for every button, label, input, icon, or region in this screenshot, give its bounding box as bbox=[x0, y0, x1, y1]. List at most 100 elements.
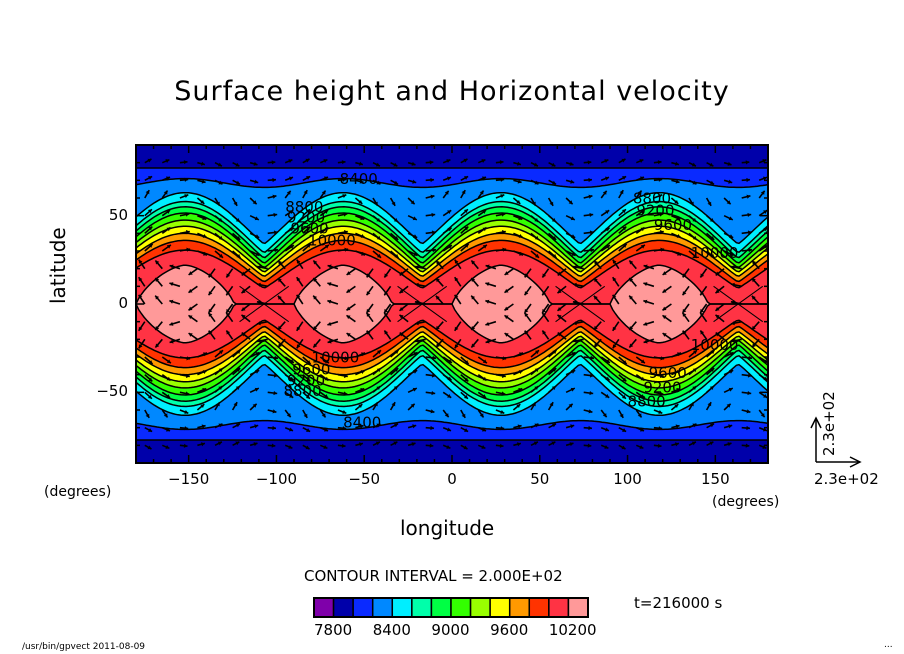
velocity-vector-head bbox=[542, 330, 547, 335]
velocity-vector-head bbox=[166, 376, 171, 381]
colorbar-swatch-7800 bbox=[313, 597, 335, 618]
velocity-vector-head bbox=[589, 391, 594, 396]
velocity-vector-head bbox=[155, 325, 160, 331]
velocity-vector-head bbox=[519, 251, 524, 256]
velocity-vector-head bbox=[394, 253, 399, 258]
velocity-vector-head bbox=[602, 190, 607, 195]
velocity-vector-head bbox=[188, 306, 193, 311]
velocity-vector-head bbox=[226, 308, 230, 314]
velocity-vector-head bbox=[235, 423, 240, 428]
velocity-vector-head bbox=[286, 413, 291, 418]
velocity-vector-head bbox=[447, 245, 452, 249]
velocity-vectors bbox=[138, 158, 769, 450]
velocity-vector-head bbox=[454, 277, 459, 282]
velocity-vector-head bbox=[359, 424, 364, 429]
velocity-vector-head bbox=[662, 271, 667, 275]
velocity-vector-head bbox=[412, 424, 417, 429]
velocity-vector-head bbox=[482, 210, 487, 214]
velocity-vector-head bbox=[138, 277, 143, 282]
colorbar bbox=[313, 597, 589, 618]
contour-line-9800 bbox=[135, 232, 769, 277]
velocity-vector-head bbox=[677, 352, 682, 357]
velocity-vector-head bbox=[166, 227, 171, 232]
contour-line-10400 bbox=[135, 303, 768, 344]
contour-label: 8800 bbox=[633, 189, 671, 207]
contour-label: 10000 bbox=[691, 336, 739, 354]
velocity-vector-head bbox=[435, 295, 440, 300]
velocity-vector-head bbox=[432, 248, 437, 253]
velocity-vector-head bbox=[148, 377, 153, 382]
velocity-vector-head bbox=[640, 376, 645, 381]
velocity-vector-head bbox=[551, 162, 556, 167]
velocity-vector-head bbox=[551, 423, 556, 428]
velocity-vector-head bbox=[551, 441, 556, 446]
velocity-vector-head bbox=[226, 312, 231, 317]
colorbar-tick-label: 9000 bbox=[431, 621, 470, 639]
velocity-vector-head bbox=[763, 210, 768, 215]
velocity-vector-head bbox=[377, 253, 382, 258]
velocity-vector-head bbox=[692, 235, 697, 240]
velocity-vector-head bbox=[621, 158, 626, 163]
velocity-vector-head bbox=[341, 443, 346, 448]
velocity-vector-head bbox=[589, 373, 594, 378]
velocity-vector-head bbox=[305, 158, 310, 163]
velocity-vector-head bbox=[361, 251, 366, 256]
contour-label: 9600 bbox=[654, 216, 692, 234]
velocity-vector-head bbox=[629, 325, 634, 331]
velocity-vector-head bbox=[643, 299, 648, 304]
contour-label: 9200 bbox=[643, 378, 681, 396]
velocity-vector-head bbox=[715, 289, 720, 294]
velocity-vector-head bbox=[657, 160, 662, 165]
velocity-vector-head bbox=[306, 226, 311, 231]
velocity-vector-head bbox=[148, 244, 153, 248]
velocity-vector-head bbox=[218, 423, 223, 428]
velocity-vector-head bbox=[524, 291, 529, 296]
velocity-vector-head bbox=[226, 291, 231, 296]
velocity-vector-head bbox=[658, 177, 663, 182]
velocity-vector-head bbox=[752, 260, 756, 265]
velocity-vector-head bbox=[485, 321, 490, 326]
velocity-vector-head bbox=[690, 201, 694, 206]
velocity-vector-head bbox=[306, 360, 311, 364]
velocity-vector-head bbox=[604, 427, 609, 432]
contour-line-9400 bbox=[135, 339, 769, 389]
velocity-vector-head bbox=[430, 425, 435, 431]
velocity-vector-head bbox=[201, 424, 206, 429]
velocity-vector-head bbox=[272, 409, 277, 414]
velocity-vector-head bbox=[629, 343, 634, 348]
velocity-vector-head bbox=[384, 273, 389, 278]
velocity-vector-head bbox=[675, 424, 680, 429]
velocity-vector-head bbox=[430, 194, 435, 199]
velocity-vector-head bbox=[463, 445, 468, 450]
contour-label: 8400 bbox=[340, 170, 378, 188]
colorbar-tick-label: 9600 bbox=[490, 621, 529, 639]
colorbar-swatch-8200 bbox=[352, 597, 374, 618]
velocity-vector-head bbox=[549, 201, 554, 206]
velocity-vector-head bbox=[165, 159, 170, 163]
velocity-vector-head bbox=[692, 180, 697, 185]
velocity-vector-head bbox=[485, 264, 490, 269]
velocity-vector-head bbox=[447, 227, 452, 232]
velocity-vector-head bbox=[551, 218, 556, 222]
x-tick-label: −100 bbox=[255, 470, 298, 488]
velocity-vector-head bbox=[535, 253, 540, 258]
velocity-vector-head bbox=[410, 403, 415, 408]
velocity-vector-head bbox=[557, 314, 562, 319]
velocity-vector-head bbox=[748, 248, 753, 253]
velocity-vector-head bbox=[218, 235, 223, 240]
velocity-vector-head bbox=[274, 248, 279, 253]
velocity-vector-head bbox=[253, 442, 258, 447]
velocity-vector-head bbox=[501, 373, 506, 378]
velocity-vector-head bbox=[658, 194, 663, 199]
velocity-vector-head bbox=[516, 199, 521, 204]
velocity-vector-head bbox=[747, 212, 752, 217]
velocity-vector-head bbox=[226, 273, 231, 278]
velocity-vector-head bbox=[621, 209, 626, 214]
velocity-vector-head bbox=[256, 282, 261, 287]
velocity-vector-head bbox=[730, 321, 735, 326]
velocity-vector-head bbox=[366, 330, 371, 335]
velocity-vector-head bbox=[729, 234, 734, 239]
velocity-vector-head bbox=[715, 314, 720, 319]
velocity-vector-head bbox=[471, 260, 476, 265]
